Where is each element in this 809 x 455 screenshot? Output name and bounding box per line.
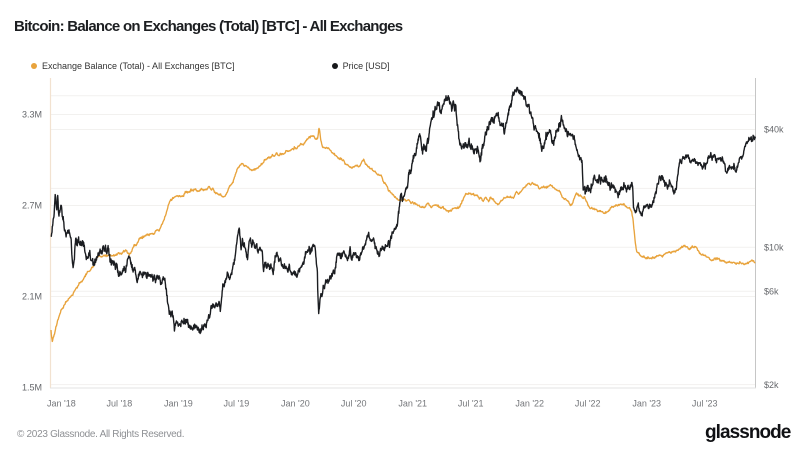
svg-text:Jul '22: Jul '22 bbox=[575, 399, 601, 409]
svg-text:Jan '21: Jan '21 bbox=[398, 399, 427, 409]
svg-text:Jan '20: Jan '20 bbox=[281, 399, 310, 409]
svg-text:$2k: $2k bbox=[764, 380, 779, 390]
svg-text:1.5M: 1.5M bbox=[22, 383, 42, 393]
svg-text:Jan '18: Jan '18 bbox=[47, 399, 76, 409]
svg-text:Jul '20: Jul '20 bbox=[341, 399, 367, 409]
svg-text:Jan '19: Jan '19 bbox=[164, 399, 193, 409]
svg-text:Jul '23: Jul '23 bbox=[692, 399, 718, 409]
svg-text:2.7M: 2.7M bbox=[22, 201, 42, 211]
svg-text:$10k: $10k bbox=[764, 242, 784, 252]
svg-text:2.1M: 2.1M bbox=[22, 292, 42, 302]
svg-text:Jan '22: Jan '22 bbox=[515, 399, 544, 409]
svg-text:3.3M: 3.3M bbox=[22, 110, 42, 120]
svg-text:Jul '21: Jul '21 bbox=[458, 399, 484, 409]
svg-text:$6k: $6k bbox=[764, 286, 779, 296]
svg-text:Jul '19: Jul '19 bbox=[224, 399, 250, 409]
svg-text:$40k: $40k bbox=[764, 125, 784, 135]
svg-text:Jan '23: Jan '23 bbox=[632, 399, 661, 409]
svg-text:Jul '18: Jul '18 bbox=[107, 399, 133, 409]
